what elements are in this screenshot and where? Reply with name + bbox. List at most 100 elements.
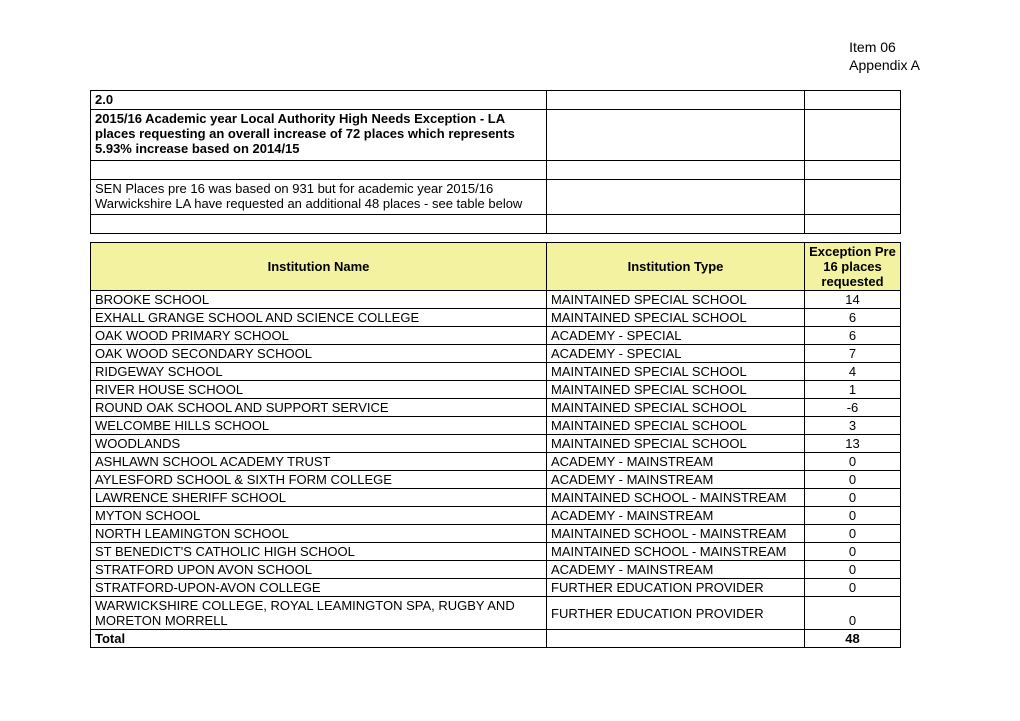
table-row: WELCOMBE HILLS SCHOOLMAINTAINED SPECIAL … [91, 417, 901, 435]
spacer-row [91, 215, 901, 234]
table-row: BROOKE SCHOOLMAINTAINED SPECIAL SCHOOL14 [91, 291, 901, 309]
cell-places-requested: 0 [805, 507, 901, 525]
cell-institution-name: BROOKE SCHOOL [91, 291, 547, 309]
cell-places-requested: 3 [805, 417, 901, 435]
empty-cell [805, 215, 901, 234]
cell-places-requested: 7 [805, 345, 901, 363]
header-line-2: Appendix A [849, 56, 920, 74]
table-row: ROUND OAK SCHOOL AND SUPPORT SERVICEMAIN… [91, 399, 901, 417]
page-header: Item 06 Appendix A [849, 38, 920, 74]
empty-cell [805, 161, 901, 180]
table-row: LAWRENCE SHERIFF SCHOOLMAINTAINED SCHOOL… [91, 489, 901, 507]
cell-institution-name: MYTON SCHOOL [91, 507, 547, 525]
cell-institution-type: MAINTAINED SPECIAL SCHOOL [547, 399, 805, 417]
cell-places-requested: 4 [805, 363, 901, 381]
institutions-table: Institution Name Institution Type Except… [90, 242, 901, 648]
section-title: 2015/16 Academic year Local Authority Hi… [91, 110, 547, 161]
cell-institution-type: FURTHER EDUCATION PROVIDER [547, 579, 805, 597]
cell-institution-type: MAINTAINED SPECIAL SCHOOL [547, 435, 805, 453]
empty-cell [91, 215, 547, 234]
cell-institution-type: MAINTAINED SPECIAL SCHOOL [547, 381, 805, 399]
cell-institution-name: EXHALL GRANGE SCHOOL AND SCIENCE COLLEGE [91, 309, 547, 327]
cell-places-requested: 0 [805, 561, 901, 579]
table-row: STRATFORD-UPON-AVON COLLEGEFURTHER EDUCA… [91, 579, 901, 597]
cell-institution-type: MAINTAINED SCHOOL - MAINSTREAM [547, 489, 805, 507]
table-row: RIVER HOUSE SCHOOLMAINTAINED SPECIAL SCH… [91, 381, 901, 399]
cell-institution-type: ACADEMY - SPECIAL [547, 327, 805, 345]
header-line-1: Item 06 [849, 38, 920, 56]
cell-institution-name: WARWICKSHIRE COLLEGE, ROYAL LEAMINGTON S… [91, 597, 547, 630]
cell-places-requested: 13 [805, 435, 901, 453]
cell-institution-name: WELCOMBE HILLS SCHOOL [91, 417, 547, 435]
cell-institution-type: MAINTAINED SCHOOL - MAINSTREAM [547, 525, 805, 543]
cell-institution-type: MAINTAINED SPECIAL SCHOOL [547, 291, 805, 309]
cell-places-requested: 14 [805, 291, 901, 309]
cell-places-requested: 1 [805, 381, 901, 399]
cell-places-requested: 0 [805, 471, 901, 489]
cell-institution-name: OAK WOOD SECONDARY SCHOOL [91, 345, 547, 363]
cell-institution-name: ROUND OAK SCHOOL AND SUPPORT SERVICE [91, 399, 547, 417]
empty-cell [805, 180, 901, 215]
cell-institution-name: STRATFORD-UPON-AVON COLLEGE [91, 579, 547, 597]
cell-institution-type: MAINTAINED SPECIAL SCHOOL [547, 417, 805, 435]
empty-cell [547, 161, 805, 180]
table-row: NORTH LEAMINGTON SCHOOLMAINTAINED SCHOOL… [91, 525, 901, 543]
empty-cell [805, 110, 901, 161]
cell-institution-type: MAINTAINED SPECIAL SCHOOL [547, 363, 805, 381]
cell-institution-name: NORTH LEAMINGTON SCHOOL [91, 525, 547, 543]
empty-cell [547, 110, 805, 161]
cell-institution-type: ACADEMY - MAINSTREAM [547, 453, 805, 471]
table-row: ST BENEDICT'S CATHOLIC HIGH SCHOOLMAINTA… [91, 543, 901, 561]
cell-institution-type: ACADEMY - SPECIAL [547, 345, 805, 363]
total-label: Total [91, 630, 547, 648]
empty-cell [547, 180, 805, 215]
cell-institution-type: MAINTAINED SCHOOL - MAINSTREAM [547, 543, 805, 561]
cell-places-requested: 0 [805, 489, 901, 507]
cell-institution-type: ACADEMY - MAINSTREAM [547, 561, 805, 579]
cell-institution-name: RIDGEWAY SCHOOL [91, 363, 547, 381]
table-row: EXHALL GRANGE SCHOOL AND SCIENCE COLLEGE… [91, 309, 901, 327]
spacer-row [91, 161, 901, 180]
table-row: ASHLAWN SCHOOL ACADEMY TRUSTACADEMY - MA… [91, 453, 901, 471]
table-row: OAK WOOD PRIMARY SCHOOLACADEMY - SPECIAL… [91, 327, 901, 345]
empty-cell [91, 161, 547, 180]
cell-institution-name: ST BENEDICT'S CATHOLIC HIGH SCHOOL [91, 543, 547, 561]
total-row: Total 48 [91, 630, 901, 648]
table-row: RIDGEWAY SCHOOLMAINTAINED SPECIAL SCHOOL… [91, 363, 901, 381]
empty-cell [547, 630, 805, 648]
cell-institution-type: ACADEMY - MAINSTREAM [547, 471, 805, 489]
preamble-table: 2.0 2015/16 Academic year Local Authorit… [90, 90, 901, 234]
table-header-row: Institution Name Institution Type Except… [91, 243, 901, 291]
cell-places-requested: 6 [805, 327, 901, 345]
cell-institution-name: WOODLANDS [91, 435, 547, 453]
empty-cell [547, 91, 805, 110]
document-page: Item 06 Appendix A 2.0 2015/16 Academic … [0, 0, 1020, 721]
col-header-places: Exception Pre 16 places requested [805, 243, 901, 291]
table-row: WOODLANDSMAINTAINED SPECIAL SCHOOL13 [91, 435, 901, 453]
cell-places-requested: 0 [805, 525, 901, 543]
section-title-row: 2015/16 Academic year Local Authority Hi… [91, 110, 901, 161]
subtext-row: SEN Places pre 16 was based on 931 but f… [91, 180, 901, 215]
cell-places-requested: 0 [805, 543, 901, 561]
table-row: STRATFORD UPON AVON SCHOOLACADEMY - MAIN… [91, 561, 901, 579]
cell-institution-name: LAWRENCE SHERIFF SCHOOL [91, 489, 547, 507]
cell-institution-name: AYLESFORD SCHOOL & SIXTH FORM COLLEGE [91, 471, 547, 489]
section-number-row: 2.0 [91, 91, 901, 110]
section-subtext: SEN Places pre 16 was based on 931 but f… [91, 180, 547, 215]
cell-places-requested: -6 [805, 399, 901, 417]
cell-places-requested: 0 [805, 579, 901, 597]
table-row: MYTON SCHOOLACADEMY - MAINSTREAM0 [91, 507, 901, 525]
table-row: AYLESFORD SCHOOL & SIXTH FORM COLLEGEACA… [91, 471, 901, 489]
cell-places-requested: 6 [805, 309, 901, 327]
empty-cell [547, 215, 805, 234]
col-header-name: Institution Name [91, 243, 547, 291]
cell-institution-name: ASHLAWN SCHOOL ACADEMY TRUST [91, 453, 547, 471]
cell-institution-type: ACADEMY - MAINSTREAM [547, 507, 805, 525]
cell-institution-type: FURTHER EDUCATION PROVIDER [547, 597, 805, 630]
cell-institution-type: MAINTAINED SPECIAL SCHOOL [547, 309, 805, 327]
empty-cell [805, 91, 901, 110]
cell-institution-name: OAK WOOD PRIMARY SCHOOL [91, 327, 547, 345]
cell-places-requested: 0 [805, 453, 901, 471]
cell-institution-name: STRATFORD UPON AVON SCHOOL [91, 561, 547, 579]
col-header-type: Institution Type [547, 243, 805, 291]
